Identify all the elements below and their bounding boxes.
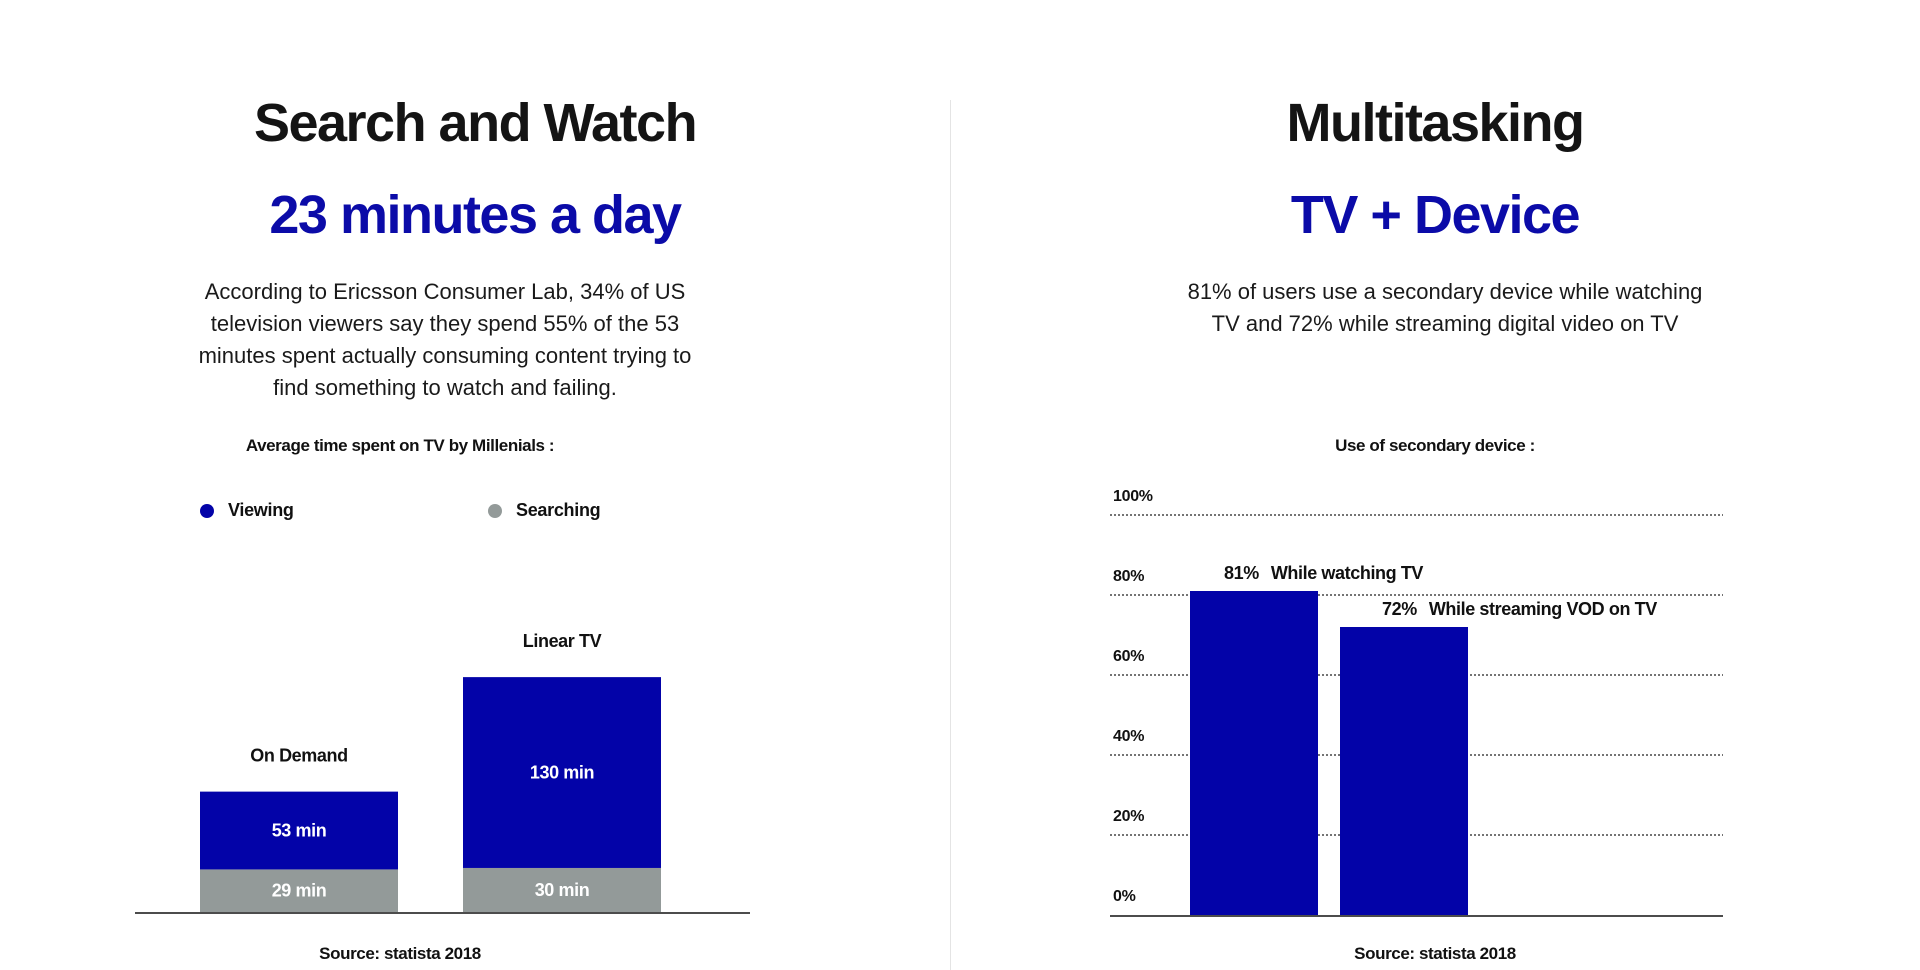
description-line: 81% of users use a secondary device whil… xyxy=(1187,279,1703,304)
legend-item-searching: Searching xyxy=(488,500,601,521)
description-line: TV and 72% while streaming digital video… xyxy=(1211,311,1679,336)
bar xyxy=(1190,591,1318,915)
legend-dot-viewing xyxy=(200,503,214,518)
left-headline: 23 minutes a day xyxy=(269,185,682,245)
y-tick-label: 20% xyxy=(1113,808,1144,825)
search-and-watch-panel: Search and Watch 23 minutes a day Accord… xyxy=(0,0,950,963)
bar-annotation: 72% While streaming VOD on TV xyxy=(1382,599,1657,619)
description-line: According to Ericsson Consumer Lab, 34% … xyxy=(204,279,686,304)
description-line: find something to watch and failing. xyxy=(273,375,617,400)
bar-viewing xyxy=(463,677,661,868)
y-tick-label: 100% xyxy=(1113,488,1153,505)
bar-annotation: 81% While watching TV xyxy=(1224,563,1423,583)
left-chart-caption: Average time spent on TV by Millenials : xyxy=(245,436,555,455)
category-label: On Demand xyxy=(250,746,347,766)
left-title: Search and Watch xyxy=(253,93,698,153)
y-tick-label: 60% xyxy=(1113,648,1144,665)
category-label: Linear TV xyxy=(523,631,602,651)
data-label: 72% xyxy=(1382,599,1417,619)
data-label-viewing: 130 min xyxy=(530,763,594,783)
stacked-bar-chart: 29 min 53 min On Demand 30 min 130 min Linear… xyxy=(135,631,750,914)
legend-label-viewing: Viewing xyxy=(228,500,294,520)
right-source: Source: statista 2018 xyxy=(1354,944,1516,963)
right-title: Multitasking xyxy=(1286,93,1585,153)
data-label: 81% xyxy=(1224,563,1259,583)
bar-viewing xyxy=(200,791,398,870)
bar xyxy=(1340,627,1468,915)
left-description: According to Ericsson Consumer Lab, 34% … xyxy=(130,276,760,404)
y-tick-label: 80% xyxy=(1113,568,1144,585)
right-headline: TV + Device xyxy=(1290,185,1581,245)
y-tick-label: 0% xyxy=(1113,888,1136,905)
bar-searching xyxy=(200,869,398,912)
legend-dot-searching xyxy=(488,503,502,518)
data-label-searching: 30 min xyxy=(535,880,590,900)
left-source: Source: statista 2018 xyxy=(319,944,481,963)
data-label-viewing: 53 min xyxy=(272,821,327,841)
right-chart-caption: Use of secondary device : xyxy=(1335,436,1535,455)
panel-divider xyxy=(950,100,951,970)
legend-item-viewing: Viewing xyxy=(200,500,294,521)
data-label-searching: 29 min xyxy=(272,881,327,901)
bar-searching xyxy=(463,867,661,912)
description-line: television viewers say they spend 55% of… xyxy=(210,311,680,336)
bar-chart: 0% 20% 40% 60% 80% 100% 81% While watching TV 72… xyxy=(1110,488,1723,917)
legend-label-searching: Searching xyxy=(516,500,601,520)
description-line: minutes spent actually consuming content… xyxy=(198,343,692,368)
category-label: While streaming VOD on TV xyxy=(1429,599,1657,619)
multitasking-panel: Multitasking TV + Device 81% of users us… xyxy=(950,0,1920,963)
category-label: While watching TV xyxy=(1271,563,1424,583)
right-description: 81% of users use a secondary device whil… xyxy=(1100,276,1790,340)
y-tick-label: 40% xyxy=(1113,728,1144,745)
